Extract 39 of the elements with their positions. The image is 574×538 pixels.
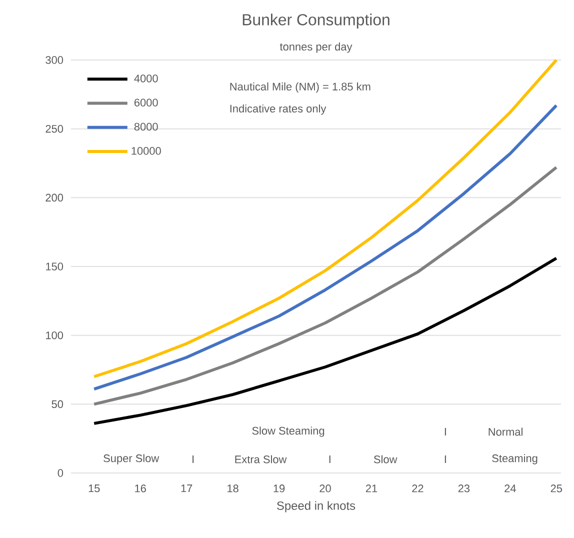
y-tick-label: 300 — [46, 56, 64, 64]
annotation: Normal — [488, 428, 522, 436]
x-tick-label: 21 — [366, 484, 378, 492]
x-tick-label: 19 — [274, 484, 285, 492]
x-tick-label: 24 — [504, 484, 516, 492]
y-tick-label: 50 — [52, 400, 64, 408]
chart-title: Bunker Consumption — [242, 14, 390, 29]
legend-label: 4000 — [134, 74, 158, 82]
x-tick-label: 15 — [88, 484, 100, 492]
annotation: Nautical Mile (NM) = 1.85 km — [230, 82, 370, 93]
x-tick-label: 25 — [550, 484, 562, 492]
annotation: Steaming — [492, 454, 538, 464]
annotation: I — [444, 428, 446, 436]
annotation: I — [192, 455, 194, 464]
annotation: Extra Slow — [235, 455, 287, 464]
y-tick-label: 0 — [58, 469, 64, 477]
y-tick-label: 200 — [46, 194, 64, 202]
annotation: Slow Steaming — [252, 426, 324, 437]
y-tick-label: 100 — [46, 331, 64, 340]
annotation: I — [329, 455, 330, 464]
annotation: Indicative rates only — [230, 104, 326, 115]
annotation: Slow — [374, 455, 398, 464]
line-series — [92, 58, 558, 378]
x-tick-label: 20 — [320, 484, 331, 492]
x-tick-label: 22 — [412, 484, 424, 492]
x-tick-label: 23 — [458, 484, 470, 492]
legend-label: 10000 — [132, 146, 161, 155]
line-series — [92, 166, 558, 406]
y-tick-label: 150 — [46, 262, 64, 270]
annotation: Super Slow — [104, 454, 160, 464]
x-tick-label: 17 — [181, 484, 192, 492]
x-tick-label: 16 — [135, 484, 146, 492]
chart-subtitle: tonnes per day — [280, 42, 352, 53]
x-tick-label: 18 — [228, 484, 238, 492]
y-tick-label: 250 — [46, 124, 64, 133]
legend-label: 8000 — [134, 122, 158, 131]
legend-label: 6000 — [134, 98, 158, 106]
x-axis-title: Speed in knots — [277, 501, 356, 512]
annotation: I — [444, 455, 446, 464]
